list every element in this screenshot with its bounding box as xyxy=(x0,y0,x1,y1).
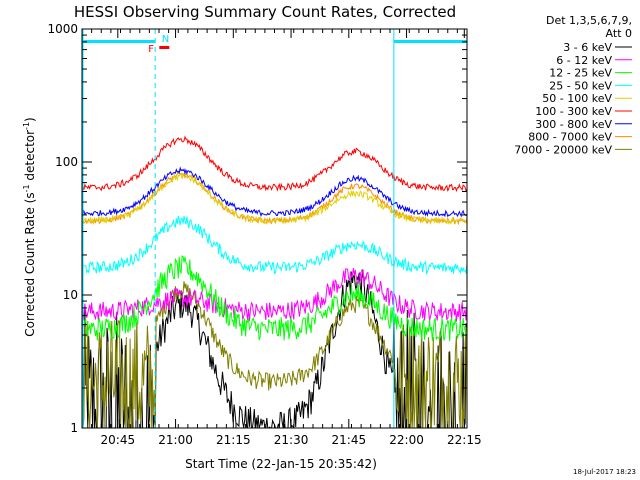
footer-timestamp: 18-Jul-2017 18:23 xyxy=(573,468,636,476)
flag-label-f: F xyxy=(148,44,154,55)
legend-label: 12 - 25 keV xyxy=(549,67,612,80)
legend-header-line-1: Det 1,3,5,6,7,9, xyxy=(546,14,632,27)
legend-label: 800 - 7000 keV xyxy=(528,131,612,144)
series-line-12-25-kev xyxy=(82,255,467,342)
series-line-800-7000-kev xyxy=(82,171,467,226)
y-tick-label: 1 xyxy=(70,421,78,435)
y-tick-label: 1000 xyxy=(47,22,78,36)
x-axis-label: Start Time (22-Jan-15 20:35:42) xyxy=(185,457,377,471)
flag-label-n: N xyxy=(162,34,169,45)
series-line-25-50-kev xyxy=(82,215,467,276)
series-line-100-300-kev xyxy=(82,135,467,193)
y-tick-label: 100 xyxy=(55,155,78,169)
x-tick-label: 21:30 xyxy=(274,433,309,447)
legend-label: 300 - 800 keV xyxy=(535,118,612,131)
legend-label: 3 - 6 keV xyxy=(563,41,612,54)
plot-area: FN xyxy=(82,29,468,428)
chart-title: HESSI Observing Summary Count Rates, Cor… xyxy=(74,3,456,21)
series-line-7000-20000-kev xyxy=(82,281,467,428)
legend-header-line-2: Att 0 xyxy=(606,27,632,40)
series-line-300-800-kev xyxy=(82,166,467,218)
axes: 1 10 100 1000 20:45 21:00 21:15 21:30 21:45 22:00… xyxy=(47,22,481,447)
y-axis-label: Corrected Count Rate (s-1 detector-1) xyxy=(22,117,37,336)
x-tick-label: 20:45 xyxy=(101,433,136,447)
series-line-6-12-kev xyxy=(82,268,467,323)
legend-label: 25 - 50 keV xyxy=(549,79,612,92)
night-interval-bar xyxy=(82,40,156,43)
legend-label: 50 - 100 keV xyxy=(542,92,612,105)
legend-label: 100 - 300 keV xyxy=(535,105,612,118)
night-interval-bar xyxy=(393,40,467,43)
legend-label: 6 - 12 keV xyxy=(556,54,612,67)
legend-label: 7000 - 20000 keV xyxy=(514,143,612,156)
x-tick-label: 21:00 xyxy=(158,433,193,447)
x-tick-label: 22:15 xyxy=(447,433,482,447)
flag-bar-f xyxy=(159,46,170,49)
x-tick-label: 21:45 xyxy=(332,433,367,447)
x-tick-label: 21:15 xyxy=(216,433,251,447)
series-line-50-100-kev xyxy=(82,173,467,226)
y-tick-label: 10 xyxy=(63,288,78,302)
x-tick-label: 22:00 xyxy=(389,433,424,447)
